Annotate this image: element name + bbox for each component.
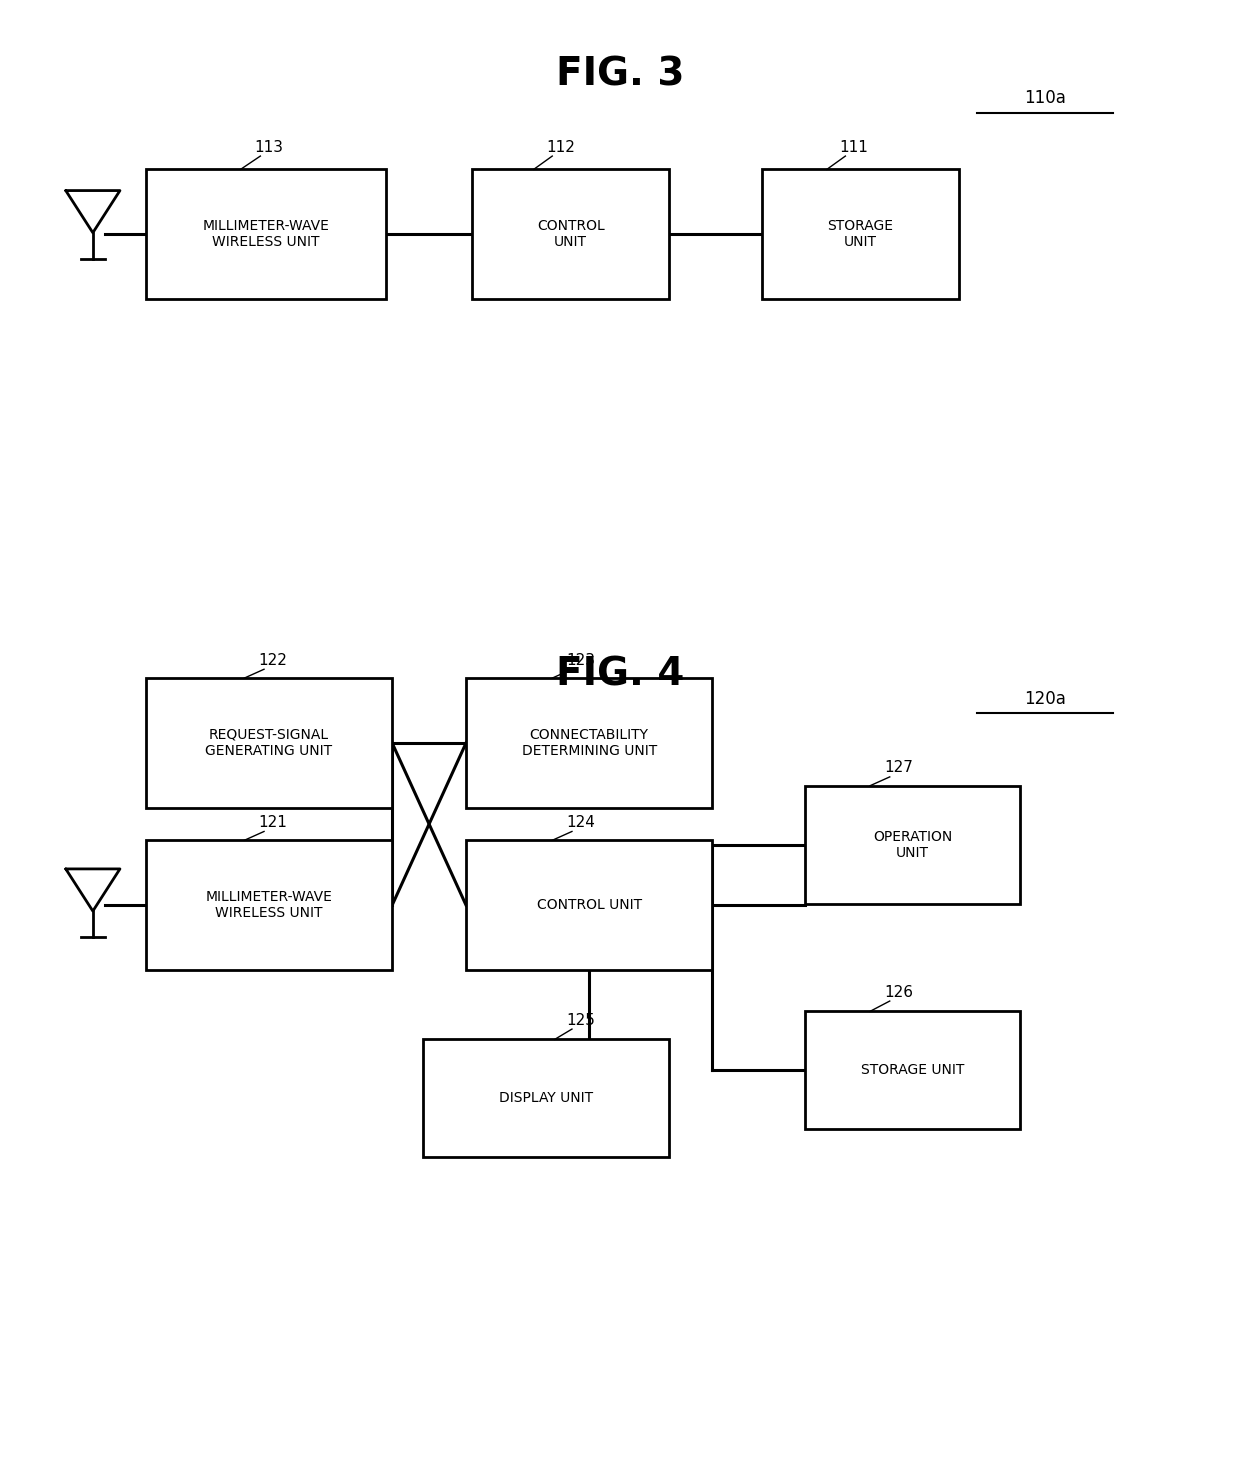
Text: OPERATION
UNIT: OPERATION UNIT <box>873 829 952 860</box>
Text: 126: 126 <box>884 985 913 1000</box>
Text: MILLIMETER-WAVE
WIRELESS UNIT: MILLIMETER-WAVE WIRELESS UNIT <box>202 219 330 249</box>
Text: 127: 127 <box>884 761 913 776</box>
Text: FIG. 4: FIG. 4 <box>556 655 684 694</box>
Text: 123: 123 <box>567 653 595 667</box>
Text: 122: 122 <box>258 653 288 667</box>
Bar <box>466 841 712 970</box>
Text: 121: 121 <box>258 816 288 830</box>
Text: 111: 111 <box>839 139 868 154</box>
Text: FIG. 3: FIG. 3 <box>556 56 684 93</box>
Text: STORAGE UNIT: STORAGE UNIT <box>861 1063 965 1077</box>
Text: 124: 124 <box>567 816 595 830</box>
Bar <box>146 841 392 970</box>
Text: 120a: 120a <box>1024 690 1066 707</box>
Bar <box>472 169 670 300</box>
Text: 110a: 110a <box>1024 89 1066 107</box>
Text: REQUEST-SIGNAL
GENERATING UNIT: REQUEST-SIGNAL GENERATING UNIT <box>206 728 332 758</box>
Text: 113: 113 <box>254 139 284 154</box>
Text: CONTROL UNIT: CONTROL UNIT <box>537 899 642 912</box>
Text: DISPLAY UNIT: DISPLAY UNIT <box>498 1091 593 1105</box>
Bar <box>761 169 959 300</box>
Bar <box>146 169 386 300</box>
Bar <box>466 678 712 808</box>
Text: STORAGE
UNIT: STORAGE UNIT <box>827 219 893 249</box>
Text: 112: 112 <box>547 139 575 154</box>
Bar <box>146 678 392 808</box>
Text: 125: 125 <box>567 1013 595 1028</box>
Text: MILLIMETER-WAVE
WIRELESS UNIT: MILLIMETER-WAVE WIRELESS UNIT <box>206 890 332 921</box>
Text: CONNECTABILITY
DETERMINING UNIT: CONNECTABILITY DETERMINING UNIT <box>522 728 657 758</box>
Text: CONTROL
UNIT: CONTROL UNIT <box>537 219 605 249</box>
Bar <box>805 786 1021 903</box>
Bar <box>805 1011 1021 1130</box>
Bar <box>423 1040 670 1157</box>
